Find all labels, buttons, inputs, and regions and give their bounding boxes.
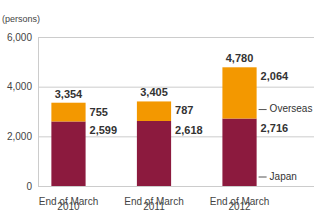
legend: Japan Overseas <box>259 103 313 181</box>
legend-line <box>259 177 267 178</box>
legend-line <box>259 109 267 110</box>
x-tick-label: End of March2011 <box>124 196 183 212</box>
y-tick-label: 2,000 <box>7 131 32 142</box>
x-tick: End of March2012 <box>210 186 269 212</box>
x-tick-label-line: 2012 <box>228 201 251 212</box>
y-tick-label: 0 <box>26 181 32 192</box>
bar <box>137 121 171 186</box>
data-label: 2,064 <box>261 70 289 82</box>
bar <box>137 101 171 121</box>
data-label: 787 <box>175 104 193 116</box>
y-axis-line <box>39 38 315 187</box>
data-label: 2,618 <box>175 124 203 136</box>
legend-item: Overseas <box>259 103 313 114</box>
total-label: 4,780 <box>226 52 254 64</box>
x-tick: End of March2011 <box>124 186 183 212</box>
bars <box>51 67 256 186</box>
x-tick: End of March2010 <box>39 186 98 212</box>
bar <box>51 103 85 122</box>
total-label: 3,405 <box>140 86 168 98</box>
data-label: 2,599 <box>90 124 118 136</box>
grid-line <box>38 37 314 38</box>
y-axis-label: (persons) <box>2 14 40 24</box>
bar <box>222 119 256 186</box>
bar-series <box>51 119 256 186</box>
chart: (persons) 0 2,000 4,000 6,000 2,599 2,618 2,716… <box>0 0 316 223</box>
x-tick-label: End of March2010 <box>39 196 98 212</box>
bar-series <box>51 67 256 121</box>
legend-label: Japan <box>270 171 297 182</box>
x-tick-label: End of March2012 <box>210 196 269 212</box>
y-tick: 6,000 <box>7 32 314 43</box>
data-labels: 2,599 2,618 2,716 755 787 2,064 3,354 3,405 4,78… <box>55 52 289 136</box>
y-tick-label: 6,000 <box>7 32 32 43</box>
data-label: 2,716 <box>261 122 289 134</box>
y-tick-label: 4,000 <box>7 81 32 92</box>
legend-label: Overseas <box>270 103 313 114</box>
legend-item: Japan <box>259 171 297 182</box>
x-axis: End of March2010 End of March2011 End of M… <box>39 186 270 212</box>
data-label: 755 <box>90 106 108 118</box>
grid-line <box>38 186 314 187</box>
bar <box>222 67 256 118</box>
y-axis: 0 2,000 4,000 6,000 <box>7 32 314 192</box>
x-tick-label-line: 2011 <box>143 201 165 212</box>
bar <box>51 121 85 186</box>
x-tick-label-line: 2010 <box>57 201 80 212</box>
total-label: 3,354 <box>55 88 83 100</box>
